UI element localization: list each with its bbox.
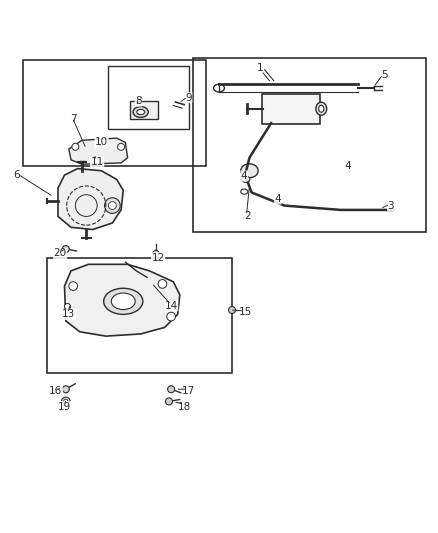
- Ellipse shape: [241, 189, 248, 194]
- Circle shape: [158, 279, 167, 288]
- Circle shape: [61, 397, 70, 406]
- Polygon shape: [58, 168, 123, 230]
- Ellipse shape: [137, 109, 145, 115]
- Text: 12: 12: [152, 253, 165, 263]
- Text: 18: 18: [177, 402, 191, 411]
- Circle shape: [105, 198, 120, 213]
- Text: 1: 1: [257, 63, 264, 74]
- Circle shape: [168, 386, 175, 393]
- Text: 4: 4: [241, 171, 247, 181]
- Text: 15: 15: [238, 307, 252, 317]
- Circle shape: [64, 399, 68, 403]
- Ellipse shape: [111, 293, 135, 310]
- Text: 10: 10: [95, 138, 108, 148]
- FancyBboxPatch shape: [261, 94, 320, 124]
- Circle shape: [229, 306, 236, 313]
- Text: 4: 4: [275, 194, 281, 204]
- Text: 14: 14: [165, 301, 178, 311]
- Text: 17: 17: [182, 385, 195, 395]
- Polygon shape: [64, 264, 180, 336]
- Circle shape: [69, 282, 78, 290]
- Ellipse shape: [319, 105, 324, 112]
- Bar: [108, 66, 188, 130]
- Text: 11: 11: [91, 157, 104, 167]
- Text: 13: 13: [62, 309, 75, 319]
- Ellipse shape: [133, 107, 148, 117]
- Ellipse shape: [316, 102, 327, 115]
- Text: 9: 9: [185, 93, 192, 103]
- Polygon shape: [69, 138, 127, 164]
- Text: 20: 20: [53, 248, 67, 259]
- Ellipse shape: [241, 164, 258, 177]
- Circle shape: [72, 143, 79, 150]
- Circle shape: [117, 143, 124, 150]
- Text: 2: 2: [244, 212, 251, 221]
- Circle shape: [62, 386, 69, 393]
- Circle shape: [109, 201, 116, 209]
- Text: 5: 5: [381, 70, 388, 80]
- Ellipse shape: [242, 176, 250, 182]
- Circle shape: [62, 246, 69, 253]
- Text: 8: 8: [135, 96, 142, 106]
- Text: 19: 19: [58, 402, 71, 411]
- Text: 6: 6: [13, 170, 20, 180]
- Text: 3: 3: [388, 200, 394, 211]
- Bar: [130, 101, 158, 118]
- Circle shape: [167, 312, 176, 321]
- Text: 4: 4: [344, 161, 351, 172]
- Bar: [47, 258, 232, 373]
- Circle shape: [64, 303, 71, 310]
- Circle shape: [166, 398, 173, 405]
- Text: 7: 7: [70, 114, 77, 124]
- Text: 16: 16: [49, 385, 63, 395]
- Ellipse shape: [104, 288, 143, 314]
- Bar: [193, 58, 426, 232]
- Bar: [23, 60, 206, 166]
- Circle shape: [153, 251, 159, 256]
